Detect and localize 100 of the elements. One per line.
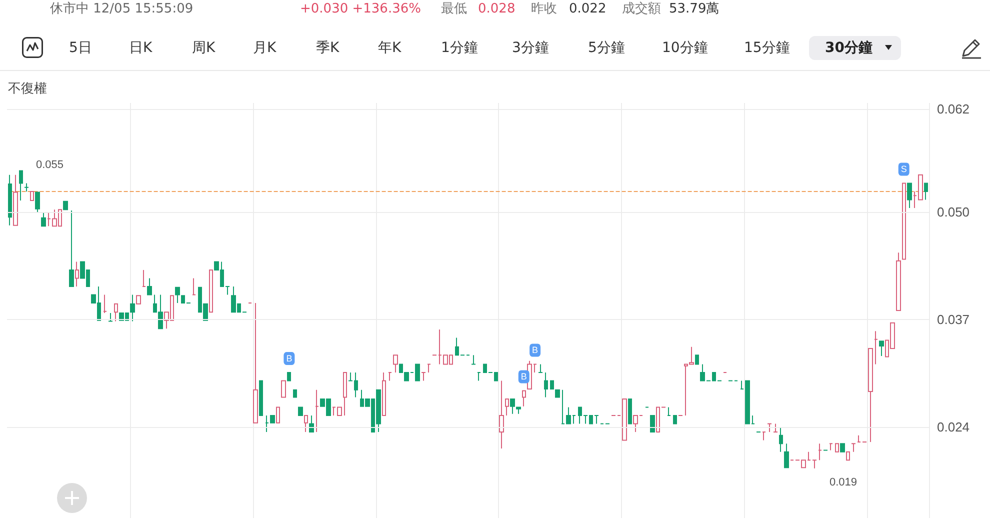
text: 周K [192,40,216,56]
candlestick [538,364,543,373]
candlestick [75,261,79,288]
y-tick-label: 0.062 [937,101,970,116]
text: 30分鐘 [825,40,872,56]
candlestick [304,414,308,433]
candlestick [63,200,68,210]
y-tick-label: 0.050 [937,204,970,220]
candlestick [628,398,632,424]
text: 季K [316,40,340,56]
text: 1分鐘 [441,40,478,56]
candlestick [30,190,34,202]
candlestick [818,443,822,461]
candlestick [550,380,554,390]
candlestick [835,443,839,452]
candlestick [695,354,699,365]
candlestick [253,302,258,424]
candlestick [868,348,873,442]
candlestick [555,389,560,398]
candlestick [851,443,856,452]
candlestick [343,372,347,416]
text: 5分鐘 [588,40,625,56]
text: +0.030 +136.36% [300,2,421,16]
candlestick [315,389,319,433]
candlestick [667,406,671,416]
candlestick [907,182,912,208]
candlestick [388,372,392,382]
candlestick [69,210,74,288]
candlestick [293,389,297,398]
candlestick [779,426,783,452]
candlestick [192,278,196,296]
candlestick [108,312,113,322]
text: 成交額 [622,2,661,16]
candlestick [896,252,901,311]
text: 0.028 [478,2,516,16]
text: 昨收 [531,2,557,16]
candlestick [103,294,107,314]
candlestick [209,269,213,313]
text: 3分鐘 [512,40,549,56]
annotation: S [900,164,907,174]
text: 最低 [441,2,467,16]
text: 5日 [69,40,92,56]
candlestick [298,406,303,416]
candlestick [19,170,23,202]
candlestick [142,269,146,288]
candlestick [846,451,850,461]
text: 年K [378,40,402,56]
candlestick [840,443,845,452]
candlestick [477,372,481,382]
y-tick-label: 0.024 [937,420,970,435]
candlestick [767,423,772,433]
text: 53.79萬 [669,2,720,16]
candlestick [393,354,398,373]
y-tick-label: 0.037 [937,312,970,328]
candlestick [874,330,878,365]
candlestick [762,432,766,441]
candlestick [259,380,263,416]
candlestick [924,182,928,200]
candlestick [130,294,135,322]
candlestick [673,414,677,424]
candlestick [382,372,386,416]
annotation: B [532,345,538,356]
candlestick [421,372,426,382]
candlestick [114,303,118,322]
text: 不復權 [8,82,47,96]
candlestick [505,398,509,416]
candlestick [879,340,884,356]
text: 0.022 [569,2,606,16]
candlestick [147,278,152,296]
candlestick [8,174,12,226]
candlestick [24,182,29,192]
candlestick [857,434,861,442]
candlestick [902,182,906,260]
candlestick [773,423,778,433]
annotation: 0.019 [829,476,857,488]
candlestick [287,372,291,382]
candlestick [499,380,504,450]
candlestick [650,414,655,433]
candlestick [136,295,141,304]
candlestick [784,443,789,468]
annotation: B [520,372,527,382]
text: 15分鐘 [744,40,790,56]
candlestick [812,460,817,469]
text: 月K [253,40,276,56]
candlestick [471,354,476,365]
candlestick [41,212,46,227]
candlestick [35,192,40,213]
text: 休市中 12/05 15:55:09 [50,2,194,16]
candlestick [13,174,18,226]
candlestick [427,364,431,373]
text: 10分鐘 [662,40,708,56]
annotation: B [286,354,292,364]
text: 日K [129,40,152,56]
candlestick [281,380,286,398]
candlestick [829,443,833,451]
candlestick [276,406,280,424]
candlestick [544,372,548,398]
candlestick [522,390,526,407]
candlestick [309,414,314,433]
annotation: 0.055 [36,158,64,171]
